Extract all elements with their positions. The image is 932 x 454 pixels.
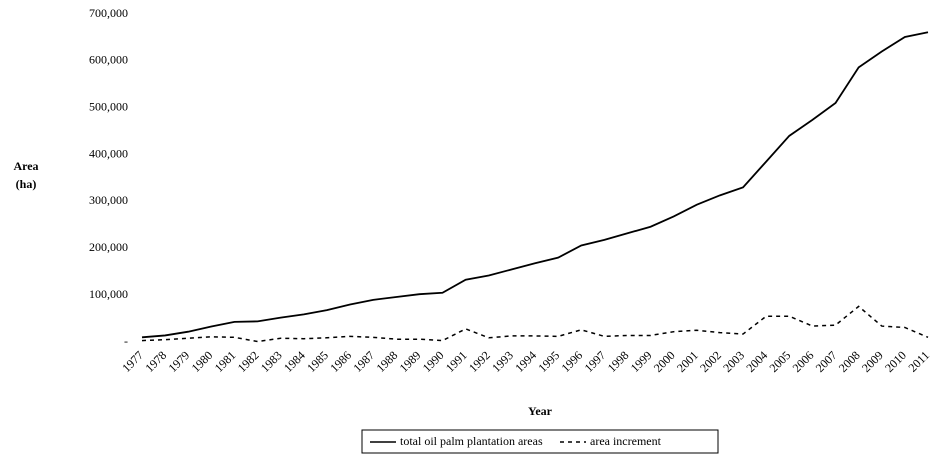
x-tick-label: 1982 xyxy=(235,348,262,375)
y-tick-label: 600,000 xyxy=(89,53,128,67)
x-tick-label: 1997 xyxy=(582,348,609,375)
x-tick-label: 1993 xyxy=(489,348,516,375)
y-tick-label: 300,000 xyxy=(89,193,128,207)
x-tick-label: 1979 xyxy=(165,348,192,375)
x-tick-label: 2006 xyxy=(790,348,817,375)
x-tick-label: 2008 xyxy=(836,348,863,375)
x-tick-label: 2011 xyxy=(906,348,932,375)
y-tick-label: 100,000 xyxy=(89,287,128,301)
y-axis-label: Area xyxy=(13,159,38,173)
x-tick-label: 1998 xyxy=(605,348,632,375)
y-tick-label: 500,000 xyxy=(89,99,128,113)
x-tick-label: 2002 xyxy=(697,348,724,375)
x-tick-label: 2001 xyxy=(674,348,701,375)
y-tick-label: - xyxy=(124,334,128,348)
x-tick-label: 1980 xyxy=(189,348,216,375)
x-tick-label: 2004 xyxy=(743,348,770,375)
x-tick-label: 1999 xyxy=(628,348,655,375)
x-tick-label: 1978 xyxy=(142,348,169,375)
x-tick-label: 1987 xyxy=(350,348,377,375)
x-tick-label: 1981 xyxy=(212,348,239,375)
x-tick-label: 1983 xyxy=(258,348,285,375)
legend-box xyxy=(361,429,719,454)
y-tick-label: 200,000 xyxy=(89,240,128,254)
x-tick-label: 1985 xyxy=(304,348,331,375)
legend-label: total oil palm plantation areas xyxy=(400,434,543,448)
x-tick-label: 2003 xyxy=(720,348,747,375)
x-tick-label: 1988 xyxy=(373,348,400,375)
line-series xyxy=(141,305,929,343)
x-tick-label: 1986 xyxy=(327,348,354,375)
legend-label: area increment xyxy=(590,434,662,448)
line-series xyxy=(141,31,929,339)
x-tick-label: 2007 xyxy=(813,348,840,375)
y-tick-label: 700,000 xyxy=(89,6,128,20)
x-axis-label: Year xyxy=(528,404,553,418)
x-tick-label: 1994 xyxy=(512,348,539,375)
x-tick-label: 1992 xyxy=(466,348,493,375)
x-tick-label: 1996 xyxy=(558,348,585,375)
x-tick-label: 1991 xyxy=(443,348,470,375)
x-tick-label: 1990 xyxy=(420,348,447,375)
x-tick-label: 2010 xyxy=(882,348,909,375)
x-tick-label: 1977 xyxy=(119,348,146,375)
y-axis-label: (ha) xyxy=(16,177,37,191)
x-tick-label: 2009 xyxy=(859,348,886,375)
x-tick-label: 2000 xyxy=(651,348,678,375)
x-tick-label: 1989 xyxy=(397,348,424,375)
x-tick-label: 1984 xyxy=(281,348,308,375)
x-tick-label: 1995 xyxy=(535,348,562,375)
y-tick-label: 400,000 xyxy=(89,146,128,160)
x-tick-label: 2005 xyxy=(766,348,793,375)
